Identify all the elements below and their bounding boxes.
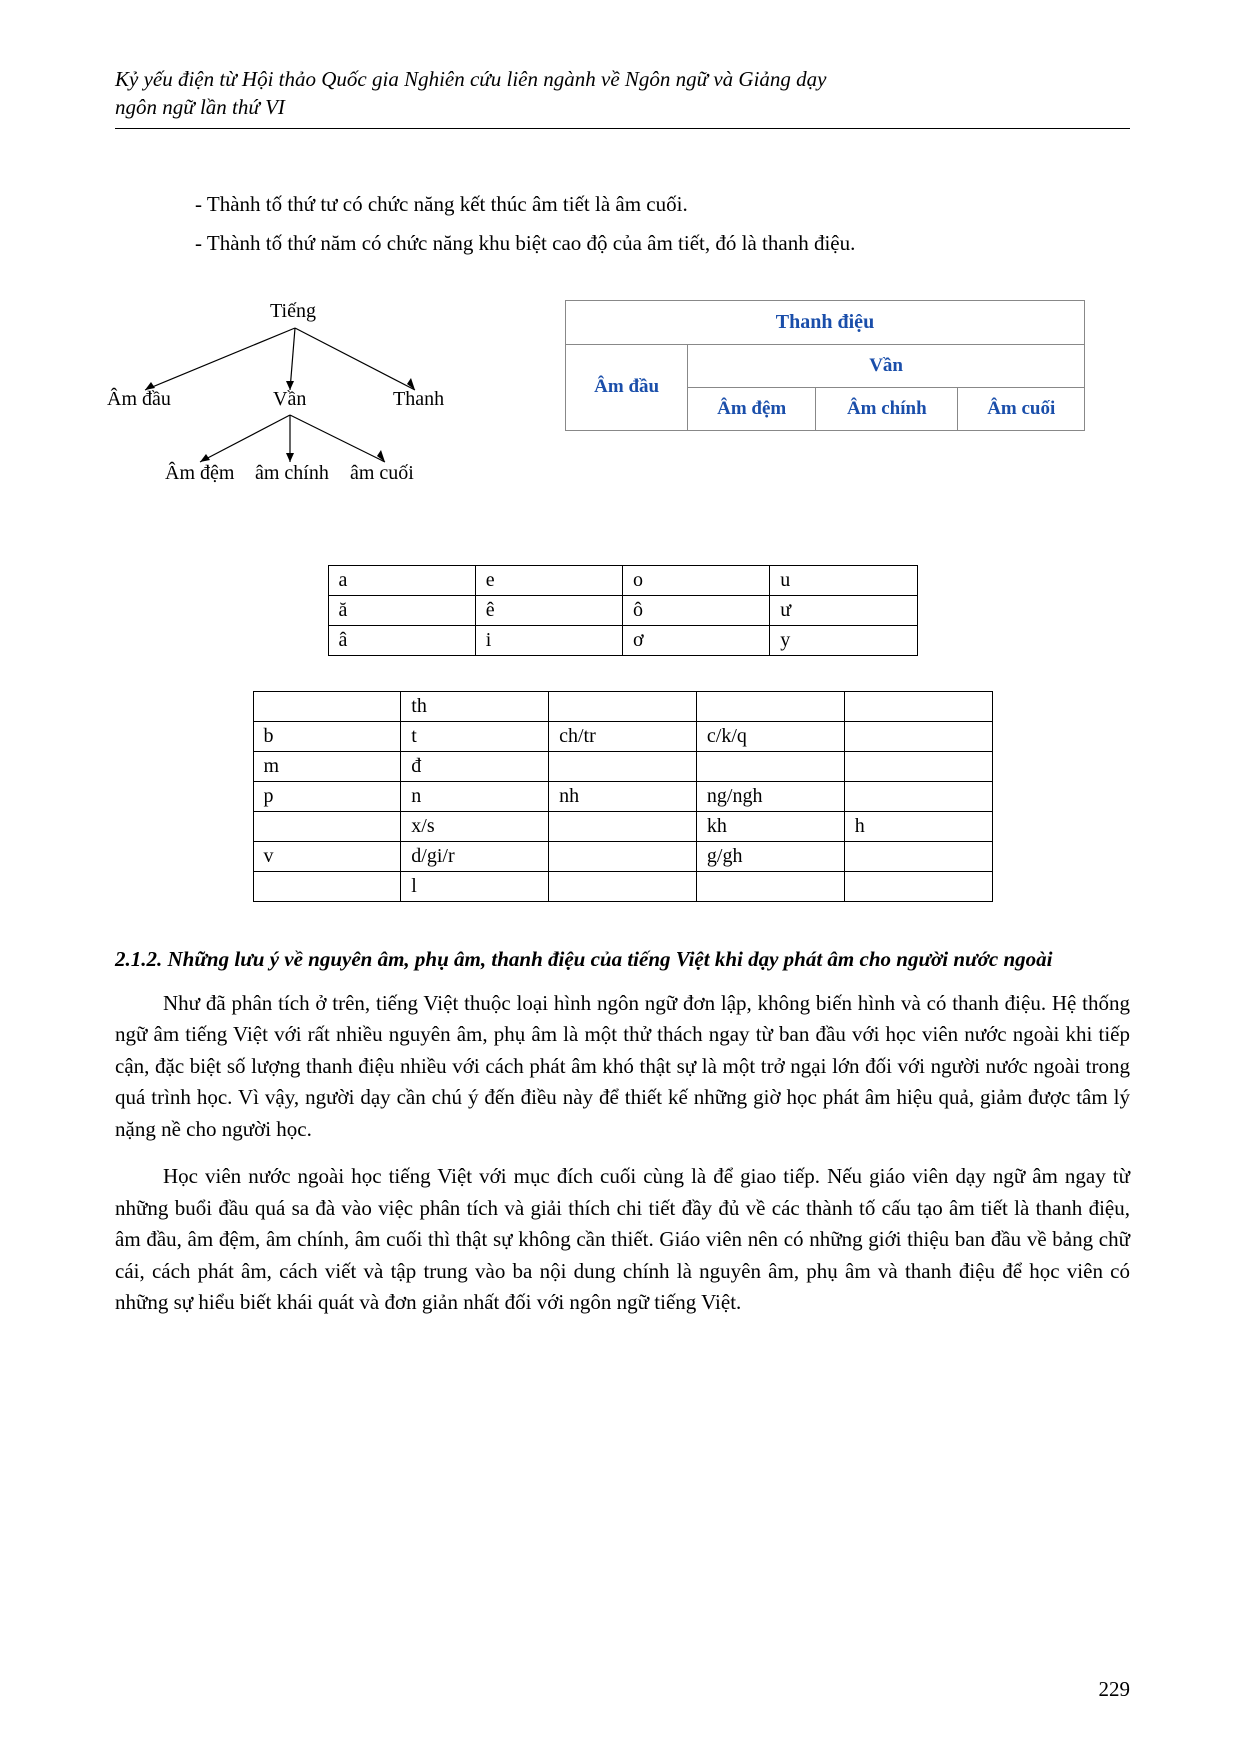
table-cell: h [844, 811, 992, 841]
tree-node-root: Tiếng [270, 300, 316, 323]
tree-node: âm cuối [350, 462, 414, 485]
page-number: 229 [1099, 1677, 1131, 1702]
consonant-table: th btch/trc/k/q mđ pnnhng/ngh x/s khh vd/… [253, 691, 993, 902]
table-cell: ô [623, 595, 770, 625]
table-cell [844, 841, 992, 871]
syllable-tree-diagram: Tiếng Âm đầu Vần Thanh Âm đệm âm chính â… [95, 300, 495, 520]
body-paragraph: Như đã phân tích ở trên, tiếng Việt thuộ… [115, 988, 1130, 1146]
table-cell: v [253, 841, 401, 871]
tree-node: Âm đầu [107, 388, 171, 411]
table-cell: nh [549, 781, 697, 811]
table-cell: ch/tr [549, 721, 697, 751]
table-cell [696, 871, 844, 901]
table-cell: b [253, 721, 401, 751]
table-cell [844, 781, 992, 811]
table-cell: kh [696, 811, 844, 841]
tree-node: Thanh [393, 388, 444, 411]
table-cell: a [328, 565, 475, 595]
table-cell: ư [770, 595, 917, 625]
table-cell [549, 691, 697, 721]
table-row: pnnhng/ngh [253, 781, 992, 811]
table-cell: th [401, 691, 549, 721]
table-cell: x/s [401, 811, 549, 841]
table-cell [696, 691, 844, 721]
table-cell [253, 811, 401, 841]
tree-node: Vần [273, 388, 306, 411]
header-line-1: Kỷ yếu điện từ Hội thảo Quốc gia Nghiên … [115, 65, 1130, 93]
table-cell: n [401, 781, 549, 811]
table-cell: g/gh [696, 841, 844, 871]
vowel-table: a e o u ă ê ô ư â i ơ y [328, 565, 918, 656]
table-cell: Âm đầu [566, 344, 688, 430]
header-line-2: ngôn ngữ lần thứ VI [115, 93, 1130, 121]
table-row: x/s khh [253, 811, 992, 841]
table-row: l [253, 871, 992, 901]
table-cell: ơ [623, 625, 770, 655]
table-cell [844, 871, 992, 901]
table-cell: p [253, 781, 401, 811]
table-cell [549, 751, 697, 781]
bullet-item: - Thành tố thứ năm có chức năng khu biệt… [195, 228, 1130, 260]
table-cell [696, 751, 844, 781]
tree-node: âm chính [255, 462, 329, 485]
table-cell [549, 871, 697, 901]
table-row: th [253, 691, 992, 721]
table-cell [844, 721, 992, 751]
table-cell: Âm chính [816, 387, 958, 430]
table-cell [844, 751, 992, 781]
syllable-structure-table: Thanh điệu Âm đầu Vần Âm đệm Âm chính Âm… [565, 300, 1085, 431]
table-row: â i ơ y [328, 625, 917, 655]
bullet-item: - Thành tố thứ tư có chức năng kết thúc … [195, 189, 1130, 221]
table-row: mđ [253, 751, 992, 781]
table-row: a e o u [328, 565, 917, 595]
table-row: ă ê ô ư [328, 595, 917, 625]
table-cell: Âm cuối [958, 387, 1085, 430]
table-cell: Thanh điệu [566, 300, 1085, 344]
table-cell: m [253, 751, 401, 781]
table-cell: e [475, 565, 622, 595]
table-cell: y [770, 625, 917, 655]
table-cell: c/k/q [696, 721, 844, 751]
table-cell [253, 691, 401, 721]
table-cell: ă [328, 595, 475, 625]
table-cell: â [328, 625, 475, 655]
table-cell [253, 871, 401, 901]
body-paragraph: Học viên nước ngoài học tiếng Việt với m… [115, 1161, 1130, 1319]
table-cell: u [770, 565, 917, 595]
table-cell: d/gi/r [401, 841, 549, 871]
table-cell: ng/ngh [696, 781, 844, 811]
table-cell: i [475, 625, 622, 655]
table-cell: Âm đệm [688, 387, 816, 430]
table-cell [549, 841, 697, 871]
tree-node: Âm đệm [165, 462, 234, 485]
table-cell [844, 691, 992, 721]
table-cell: t [401, 721, 549, 751]
table-cell: ê [475, 595, 622, 625]
header-rule [115, 128, 1130, 129]
table-cell: o [623, 565, 770, 595]
table-cell: Vần [688, 344, 1085, 387]
table-cell: đ [401, 751, 549, 781]
table-cell: l [401, 871, 549, 901]
table-row: btch/trc/k/q [253, 721, 992, 751]
table-cell [549, 811, 697, 841]
section-subheading: 2.1.2. Những lưu ý về nguyên âm, phụ âm,… [115, 947, 1130, 972]
table-row: vd/gi/r g/gh [253, 841, 992, 871]
